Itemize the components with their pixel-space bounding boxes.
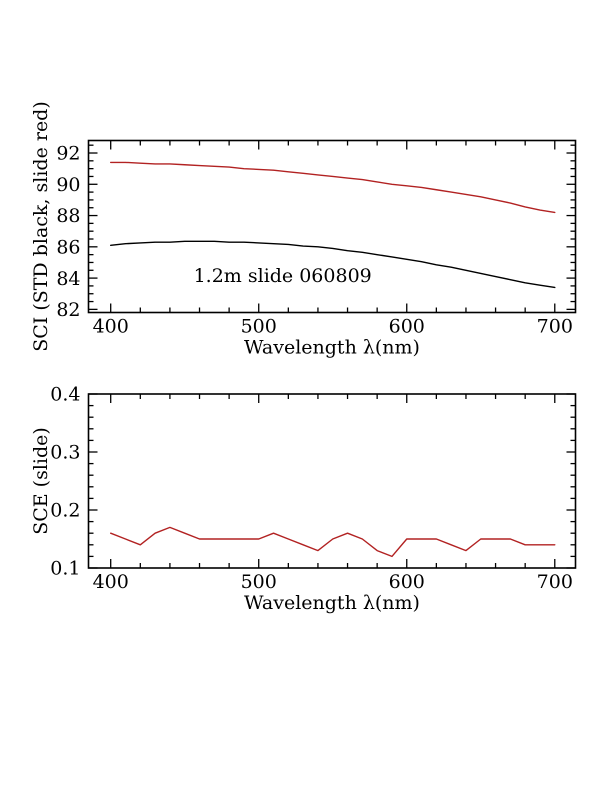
x-axis-label: Wavelength λ(nm): [244, 592, 420, 614]
series-line-slide-red-: [109, 161, 556, 214]
y-tick-label: 0.1: [50, 558, 80, 580]
x-tick-label: 500: [241, 571, 277, 593]
series-line-std-black-: [109, 240, 556, 289]
sci-chart: 400 500 600 700 82 84 86 88 90 92 Wavelength λ(nm)…: [30, 101, 577, 359]
y-axis-label: SCI (STD black, slide red): [30, 101, 52, 352]
y-tick-label: 90: [56, 174, 80, 196]
ticks: [88, 140, 576, 313]
x-tick-label: 700: [537, 571, 573, 593]
y-tick-label: 88: [56, 205, 80, 227]
y-tick-label: 82: [56, 299, 80, 321]
ticks: [88, 393, 576, 569]
x-tick-label: 400: [93, 571, 129, 593]
y-tick-label: 86: [56, 236, 80, 258]
x-tick-label: 400: [93, 316, 129, 338]
x-tick-label: 600: [389, 316, 425, 338]
y-tick-label: 0.3: [50, 442, 80, 464]
x-axis-label: Wavelength λ(nm): [244, 337, 420, 359]
y-tick-label: 92: [56, 143, 80, 165]
annotation-text: 1.2m slide 060809: [194, 265, 372, 287]
x-tick-label: 600: [389, 571, 425, 593]
plot-frame: [87, 393, 577, 569]
y-tick-label: 84: [56, 268, 80, 290]
plot-frame: [87, 139, 577, 314]
x-tick-label: 500: [241, 316, 277, 338]
series-line-slide-red-: [109, 526, 556, 558]
y-tick-label: 0.2: [50, 500, 80, 522]
sce-chart: 400 500 600 700 0.1 0.2 0.3 0.4 Wavelength λ(nm)…: [30, 384, 577, 614]
y-axis-label: SCE (slide): [30, 427, 52, 535]
y-tick-label: 0.4: [50, 384, 80, 406]
x-tick-label: 700: [537, 316, 573, 338]
